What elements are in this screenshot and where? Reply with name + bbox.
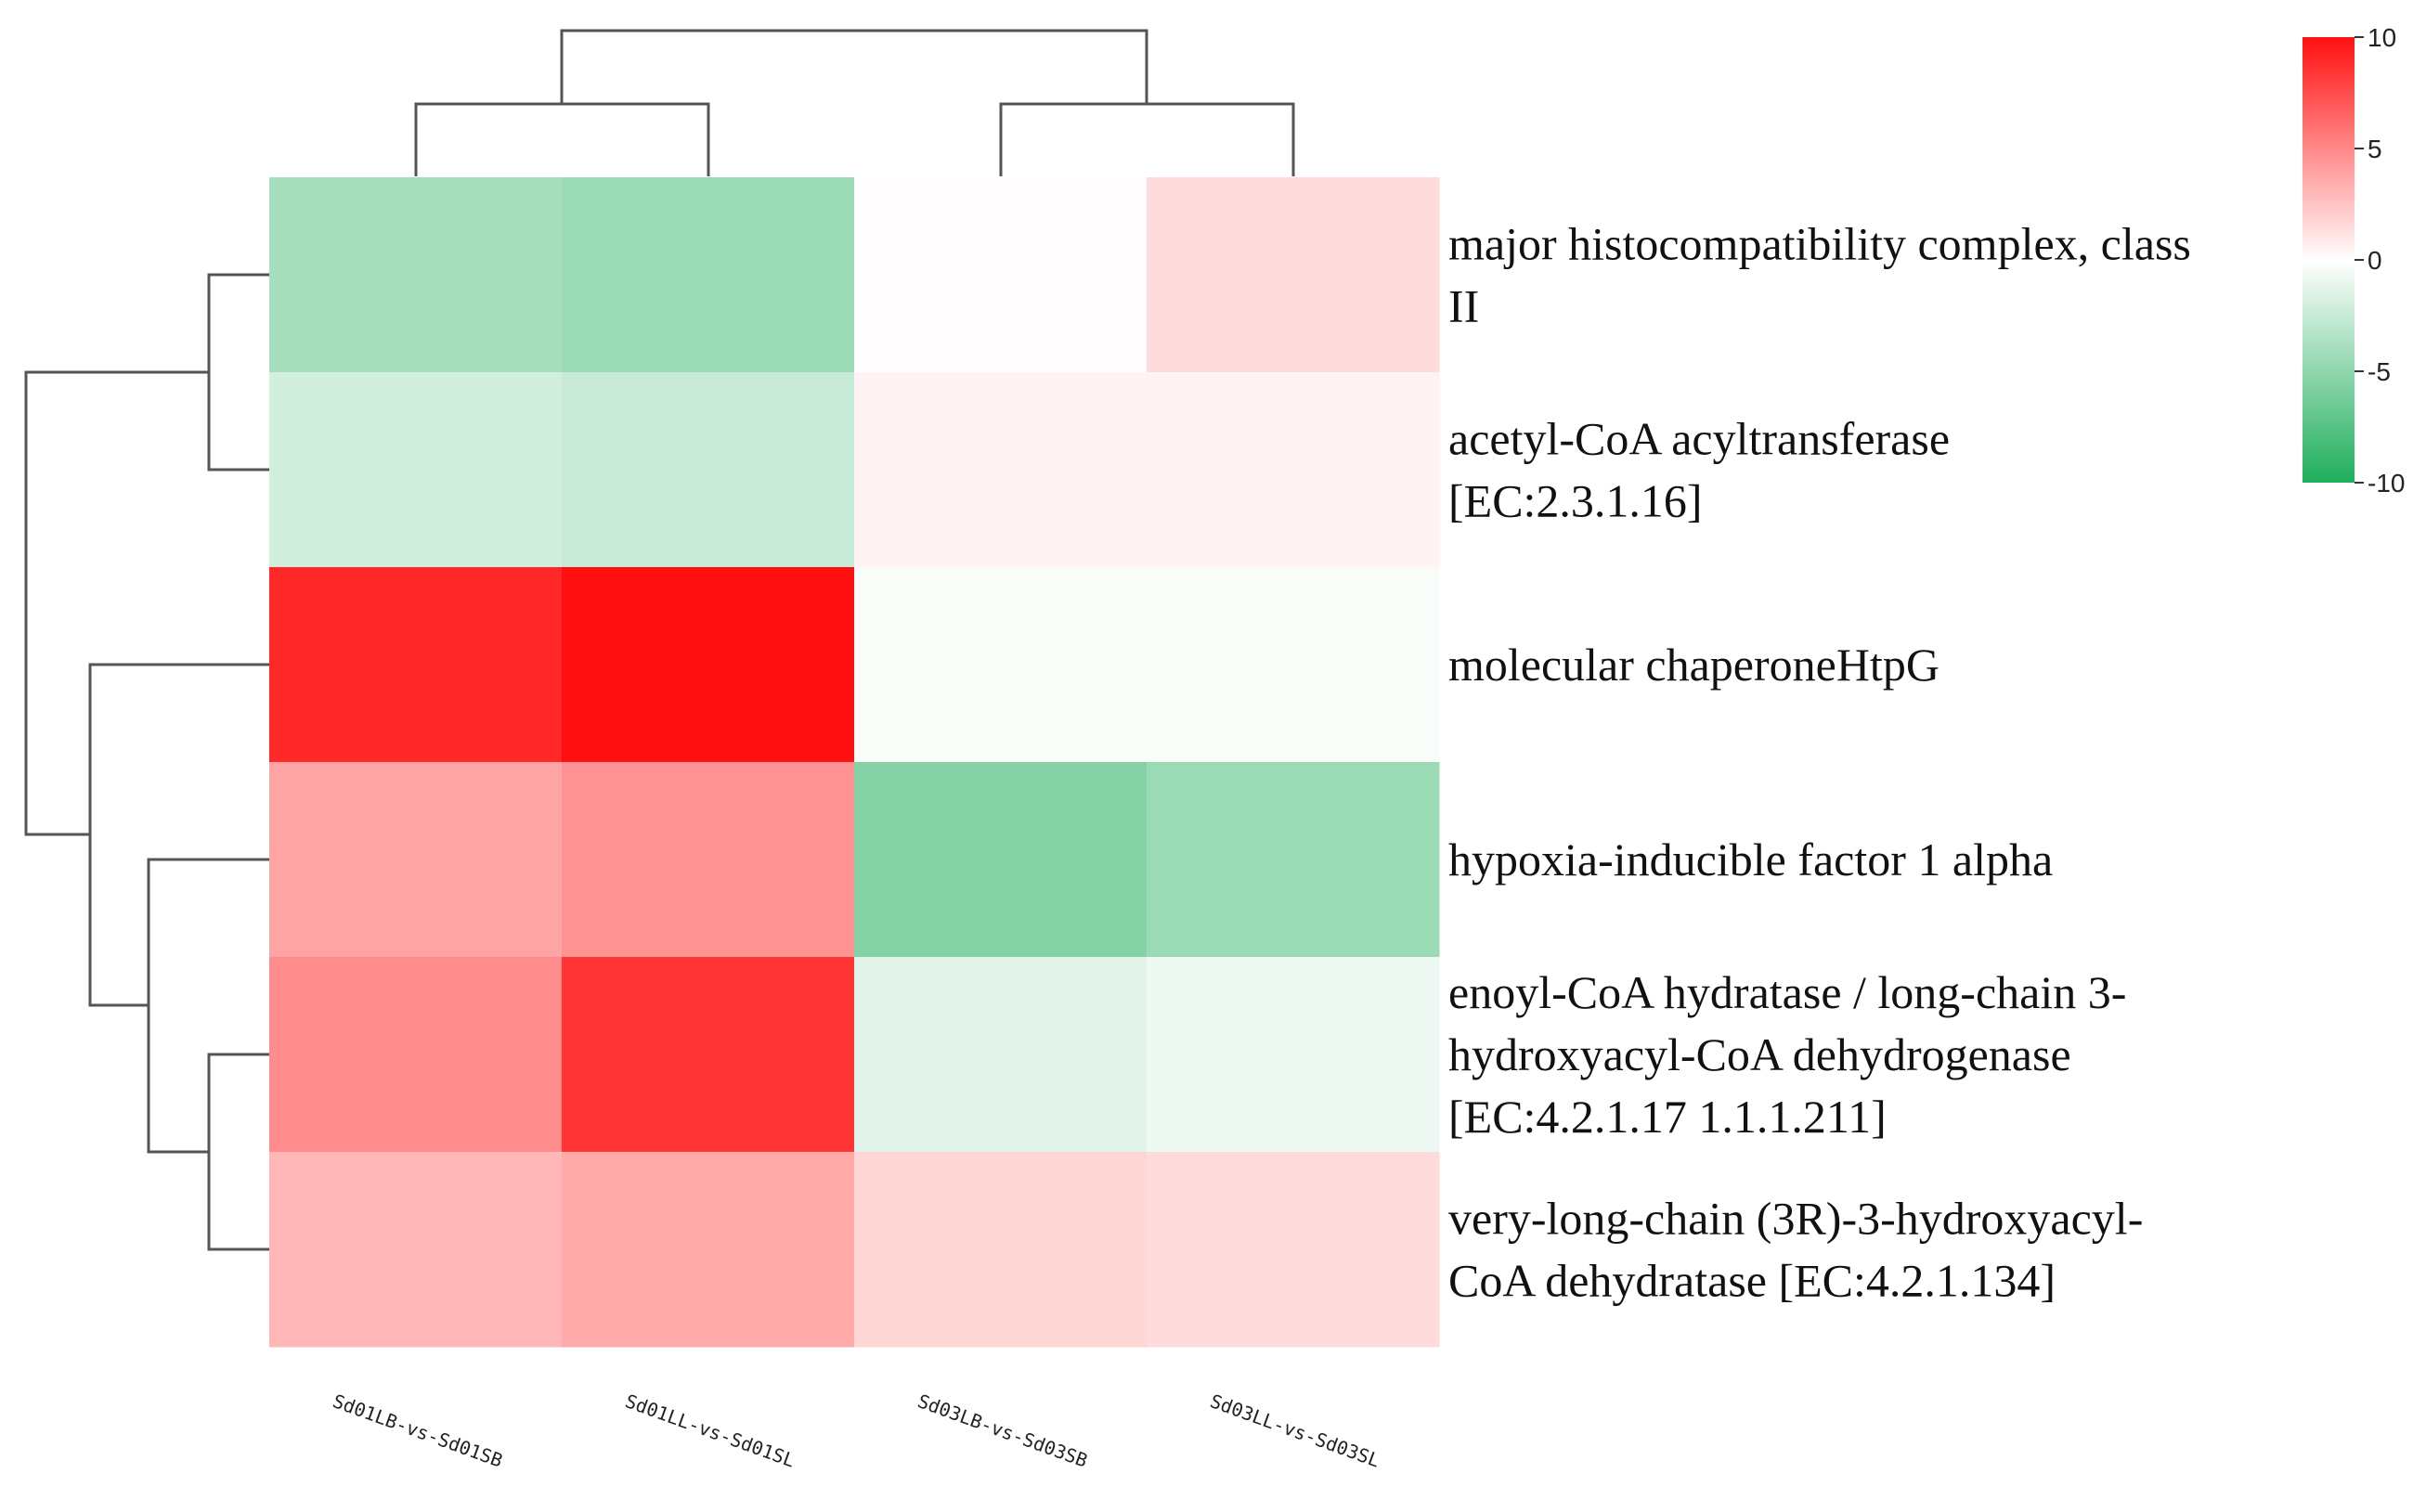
- row-label-2-line-1: acetyl-CoA acyltransferase: [1448, 413, 1950, 465]
- heatmap-cell-r1-c1: [269, 177, 563, 373]
- column-label-3: Sd03LB-vs-Sd03SB: [915, 1389, 1090, 1471]
- row-labels: major histocompatibility complex, class I…: [1448, 218, 2191, 1307]
- row-dendro-link-3-456: [90, 665, 269, 1005]
- heatmap-cell-r3-c2: [562, 567, 855, 763]
- heatmap-cell-r3-c1: [269, 567, 563, 763]
- column-label-2: Sd01LL-vs-Sd01SL: [622, 1389, 798, 1471]
- heatmap-cell-r4-c3: [854, 762, 1148, 958]
- heatmap-cell-r6-c1: [269, 1152, 563, 1348]
- heatmap-cell-r3-c3: [854, 567, 1148, 763]
- col-dendro-link-b: [1001, 104, 1293, 176]
- heatmap-cell-r6-c2: [562, 1152, 855, 1348]
- heatmap-cell-r1-c3: [854, 177, 1148, 373]
- colorbar-tick-label: 0: [2368, 246, 2382, 275]
- heatmap-cell-r5-c2: [562, 957, 855, 1153]
- heatmap-chart: major histocompatibility complex, class I…: [0, 0, 2426, 1512]
- row-label-1-line-2: II: [1448, 280, 1479, 332]
- colorbar-tick-label: 5: [2368, 135, 2382, 163]
- column-label-4: Sd03LL-vs-Sd03SL: [1207, 1389, 1382, 1471]
- row-label-5-line-3: [EC:4.2.1.17 1.1.1.211]: [1448, 1091, 1887, 1143]
- heatmap-cell-r5-c1: [269, 957, 563, 1153]
- colorbar-tick-label: -5: [2368, 357, 2391, 386]
- row-label-3-line-1: molecular chaperoneHtpG: [1448, 639, 1940, 691]
- row-dendrogram: [26, 275, 269, 1249]
- col-dendro-link-root: [562, 31, 1147, 104]
- heatmap-cell-r6-c4: [1147, 1152, 1440, 1348]
- heatmap-cell-r6-c3: [854, 1152, 1148, 1348]
- heatmap-cell-r1-c2: [562, 177, 855, 373]
- heatmap-cell-r5-c4: [1147, 957, 1440, 1153]
- column-label-1: Sd01LB-vs-Sd01SB: [330, 1389, 505, 1471]
- colorbar-tick-label: 10: [2368, 23, 2396, 52]
- column-labels: Sd01LB-vs-Sd01SB Sd01LL-vs-Sd01SL Sd03LB-v…: [330, 1389, 1382, 1471]
- heatmap-cell-r4-c1: [269, 762, 563, 958]
- row-label-1-line-1: major histocompatibility complex, class: [1448, 218, 2191, 270]
- heatmap-cell-r2-c3: [854, 372, 1148, 568]
- row-label-5-line-1: enoyl-CoA hydratase / long-chain 3-: [1448, 966, 2126, 1018]
- row-label-6-line-1: very-long-chain (3R)-3-hydroxyacyl-: [1448, 1193, 2143, 1245]
- column-dendrogram: [416, 31, 1293, 176]
- row-dendro-link-root: [26, 372, 209, 834]
- heatmap-cell-r4-c2: [562, 762, 855, 958]
- colorbar: 10 5 0 -5 -10: [2303, 23, 2405, 498]
- row-label-2-line-2: [EC:2.3.1.16]: [1448, 475, 1703, 527]
- heatmap-cell-r2-c2: [562, 372, 855, 568]
- row-label-6-line-2: CoA dehydratase [EC:4.2.1.134]: [1448, 1255, 2056, 1307]
- row-dendro-link-1-2: [209, 275, 269, 470]
- heatmap-cell-r4-c4: [1147, 762, 1440, 958]
- heatmap-cell-r1-c4: [1147, 177, 1440, 373]
- heatmap-cells: [269, 177, 1440, 1348]
- row-label-5-line-2: hydroxyacyl-CoA dehydrogenase: [1448, 1028, 2071, 1080]
- row-label-4-line-1: hypoxia-inducible factor 1 alpha: [1448, 834, 2053, 885]
- colorbar-ticks: 10 5 0 -5 -10: [2355, 23, 2405, 498]
- heatmap-cell-r3-c4: [1147, 567, 1440, 763]
- colorbar-gradient: [2303, 37, 2355, 483]
- row-dendro-link-5-6: [209, 1054, 269, 1249]
- col-dendro-link-a: [416, 104, 708, 176]
- heatmap-cell-r2-c1: [269, 372, 563, 568]
- heatmap-cell-r5-c3: [854, 957, 1148, 1153]
- heatmap-cell-r2-c4: [1147, 372, 1440, 568]
- colorbar-tick-label: -10: [2368, 469, 2405, 498]
